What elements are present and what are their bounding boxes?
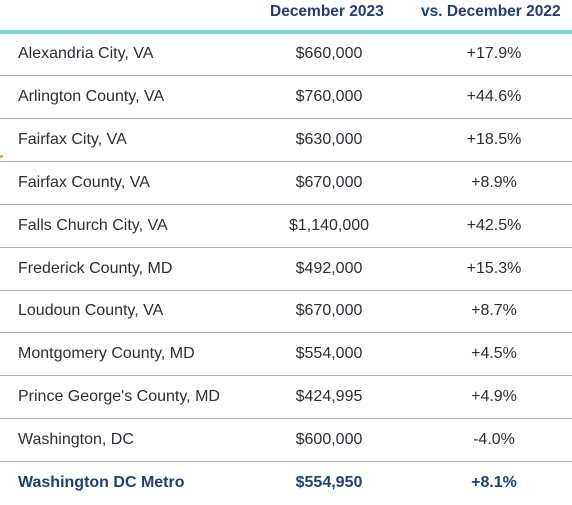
table-row: Montgomery County, MD $554,000 +4.5% (0, 334, 572, 376)
median-price: $492,000 (295, 260, 363, 277)
area-name: Fairfax City, VA (18, 131, 127, 148)
table-row: Falls Church City, VA $1,140,000 +42.5% (0, 206, 572, 248)
area-name: Falls Church City, VA (18, 217, 168, 234)
median-price: $670,000 (295, 302, 363, 319)
year-change: -4.0% (473, 431, 515, 448)
median-price: $660,000 (295, 45, 363, 62)
table-row: Fairfax County, VA $670,000 +8.9% (0, 163, 572, 205)
header-vs-december-2022: vs. December 2022 (421, 3, 561, 20)
header-december-2023: December 2023 (270, 3, 384, 20)
table-row: Prince George's County, MD $424,995 +4.9… (0, 377, 572, 419)
area-name: Washington, DC (18, 431, 134, 448)
area-name: Prince George's County, MD (18, 388, 220, 405)
area-name: Arlington County, VA (18, 88, 165, 105)
median-price: $1,140,000 (288, 217, 370, 234)
year-change: +4.9% (471, 388, 517, 405)
year-change: +15.3% (466, 260, 522, 277)
area-name: Montgomery County, MD (18, 345, 195, 362)
year-change: +8.7% (471, 302, 517, 319)
area-name: Fairfax County, VA (18, 174, 150, 191)
median-price: $630,000 (295, 131, 363, 148)
edge-marker (0, 155, 3, 158)
median-price: $424,995 (295, 388, 363, 405)
table-row: Fairfax City, VA $630,000 +18.5% (0, 120, 572, 162)
table-header: December 2023 vs. December 2022 (0, 0, 572, 34)
year-change: +17.9% (466, 45, 522, 62)
median-price: $670,000 (295, 174, 363, 191)
table-row: Frederick County, MD $492,000 +15.3% (0, 249, 572, 291)
total-year-change: +8.1% (471, 474, 517, 491)
year-change: +4.5% (471, 345, 517, 362)
median-price: $600,000 (295, 431, 363, 448)
median-price: $760,000 (295, 88, 363, 105)
year-change: +44.6% (466, 88, 522, 105)
total-median-price: $554,950 (295, 474, 363, 491)
total-area-name: Washington DC Metro (18, 474, 185, 491)
area-name: Alexandria City, VA (18, 45, 154, 62)
year-change: +8.9% (471, 174, 517, 191)
table-row: Alexandria City, VA $660,000 +17.9% (0, 34, 572, 76)
year-change: +18.5% (466, 131, 522, 148)
total-row: Washington DC Metro $554,950 +8.1% (0, 463, 572, 505)
median-price: $554,000 (295, 345, 363, 362)
table-row: Loudoun County, VA $670,000 +8.7% (0, 291, 572, 333)
table-row: Arlington County, VA $760,000 +44.6% (0, 77, 572, 119)
table-row: Washington, DC $600,000 -4.0% (0, 420, 572, 462)
area-name: Frederick County, MD (18, 260, 173, 277)
year-change: +42.5% (466, 217, 522, 234)
area-name: Loudoun County, VA (18, 302, 164, 319)
